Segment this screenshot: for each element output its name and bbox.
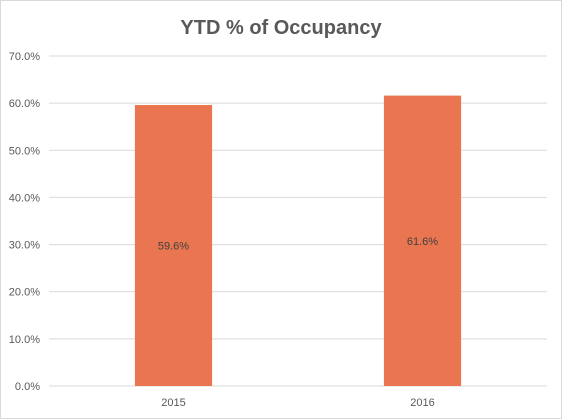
grid-layer [49, 55, 547, 387]
data-label-2015: 59.6% [158, 241, 189, 253]
y-tick-label: 20.0% [9, 287, 40, 299]
y-tick-label: 30.0% [9, 240, 40, 252]
bar-2016 [383, 95, 462, 386]
y-tick-label: 40.0% [9, 192, 40, 204]
data-label-2016: 61.6% [407, 236, 438, 248]
y-tick-label: 60.0% [9, 98, 40, 110]
y-tick-label: 70.0% [9, 51, 40, 63]
bars [134, 95, 462, 387]
bar-2015 [134, 105, 213, 387]
data-labels: 59.6% 61.6% [158, 236, 438, 253]
x-tick-label: 2015 [161, 397, 185, 409]
y-tick-label: 0.0% [15, 381, 40, 393]
y-tick-label: 10.0% [9, 334, 40, 346]
y-axis: 0.0% 10.0% 20.0% 30.0% 40.0% 50.0% 60.0% 70.0% [9, 51, 40, 393]
x-tick-label: 2016 [410, 397, 434, 409]
chart-title: YTD % of Occupancy [180, 17, 382, 39]
y-tick-label: 50.0% [9, 145, 40, 157]
x-axis: 2015 2016 [161, 397, 434, 409]
